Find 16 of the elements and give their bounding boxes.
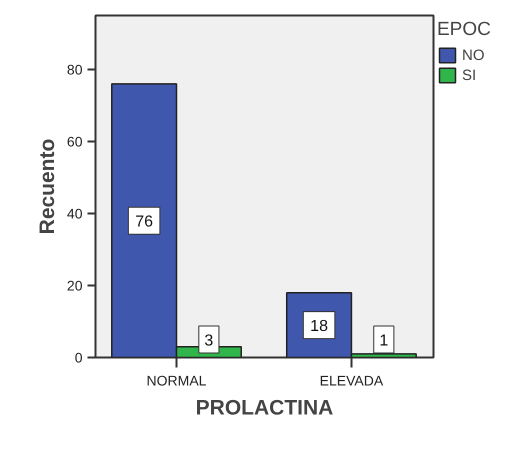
data-label: 18 xyxy=(310,318,328,336)
x-tick-label: ELEVADA xyxy=(320,372,384,388)
y-tick-label: 0 xyxy=(74,350,83,366)
legend-label: NO xyxy=(462,46,484,64)
x-axis-title: PROLACTINA xyxy=(196,396,334,420)
y-tick-label: 80 xyxy=(66,62,83,78)
data-label: 1 xyxy=(379,332,388,350)
y-tick-label: 20 xyxy=(66,278,83,294)
data-label: 76 xyxy=(135,214,154,231)
legend-title: EPOC xyxy=(437,19,491,41)
legend-label: SI xyxy=(462,66,478,84)
y-tick-label: 60 xyxy=(66,134,83,150)
x-tick-label: NORMAL xyxy=(146,372,207,388)
y-axis-title: Recuento xyxy=(36,138,59,234)
y-tick-label: 40 xyxy=(66,206,83,222)
data-label: 3 xyxy=(204,332,214,350)
